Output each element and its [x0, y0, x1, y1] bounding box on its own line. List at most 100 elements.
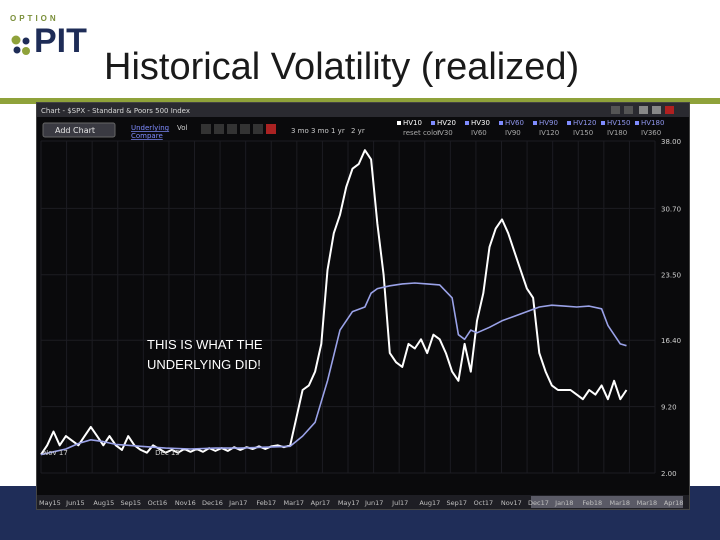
period-option[interactable]: 1 yr — [331, 127, 345, 135]
vol-link[interactable]: Vol — [177, 124, 188, 132]
draw-line-icon[interactable] — [227, 124, 237, 134]
hv-option[interactable]: HV10 — [403, 119, 422, 127]
y-axis: 38.00 30.70 23.50 16.40 9.20 2.00 — [661, 138, 681, 478]
timeline-scrollbar[interactable] — [37, 495, 689, 509]
iv-option[interactable]: IV90 — [505, 129, 521, 137]
annotation-line-2: UNDERLYING DID! — [147, 357, 261, 372]
hv-option-swatch — [499, 121, 503, 125]
timeline-label: Mar18 — [610, 499, 631, 507]
iv-option[interactable]: IV60 — [471, 129, 487, 137]
toolbar-tool-icons — [201, 124, 276, 134]
hv-option[interactable]: HV150 — [607, 119, 630, 127]
period-option[interactable]: 2 yr — [351, 127, 365, 135]
cursor-tool-icon[interactable] — [201, 124, 211, 134]
hv-option[interactable]: HV20 — [437, 119, 456, 127]
page-title: Historical Volatility (realized) — [104, 46, 580, 88]
add-chart-label: Add Chart — [55, 126, 95, 135]
hv-option[interactable]: HV90 — [539, 119, 558, 127]
timeline-label: Aug15 — [93, 499, 114, 507]
logo-dots-icon — [11, 35, 30, 55]
y-tick-label: 2.00 — [661, 470, 677, 478]
iv-option[interactable]: IV120 — [539, 129, 559, 137]
hline-tool-icon[interactable] — [253, 124, 263, 134]
timeline-label: Dec17 — [528, 499, 549, 507]
window-title-bar — [37, 103, 689, 117]
maximize-icon[interactable] — [652, 106, 661, 114]
hv-option[interactable]: HV60 — [505, 119, 524, 127]
window-title: Chart - $SPX - Standard & Poors 500 Inde… — [41, 107, 190, 115]
camera-icon[interactable] — [611, 106, 620, 114]
timeline-label: Sep15 — [121, 499, 142, 507]
timeline-label: Aug17 — [419, 499, 440, 507]
y-tick-label: 23.50 — [661, 272, 681, 280]
timeline-label: Feb17 — [256, 499, 276, 507]
timeline-label: Apr18 — [664, 499, 684, 507]
timeline-label: Sep17 — [447, 499, 468, 507]
iv-option[interactable]: IV180 — [607, 129, 627, 137]
minimize-icon[interactable] — [639, 106, 648, 114]
logo-main-text: PIT — [34, 22, 87, 60]
iv-option[interactable]: IV360 — [641, 129, 661, 137]
timeline-label: Mar17 — [284, 499, 305, 507]
trend-line-icon[interactable] — [240, 124, 250, 134]
timeline-scroll-thumb[interactable] — [531, 496, 683, 508]
zoom-tool-icon[interactable] — [214, 124, 224, 134]
annotation: THIS IS WHAT THE UNDERLYING DID! — [147, 335, 317, 375]
volatility-chart: Chart - $SPX - Standard & Poors 500 Inde… — [37, 103, 689, 509]
plot-area — [40, 140, 656, 474]
y-tick-label: 16.40 — [661, 337, 681, 345]
x-tick-label: Nov 17 — [43, 449, 68, 457]
series-line — [40, 282, 627, 456]
timeline-label: Nov17 — [501, 499, 522, 507]
timeline-label: Oct17 — [474, 499, 494, 507]
y-tick-label: 30.70 — [661, 205, 681, 213]
timeline-label: May17 — [338, 499, 360, 507]
delete-tool-icon[interactable] — [266, 124, 276, 134]
iv-option[interactable]: reset color — [403, 129, 440, 137]
hv-selector: HV10 HV20 HV30 HV60 HV90 HV120 HV150 HV180 reset… — [397, 119, 664, 137]
timeline-label: Dec16 — [202, 499, 223, 507]
timeline-label: Feb18 — [582, 499, 602, 507]
hv-option-swatch — [533, 121, 537, 125]
x-tick-label: Dec 15 — [155, 449, 180, 457]
window-controls — [611, 106, 674, 114]
iv-option[interactable]: IV150 — [573, 129, 593, 137]
underlying-link[interactable]: Underlying — [131, 124, 169, 132]
hv-option-swatch — [635, 121, 639, 125]
period-option[interactable]: 3 mo — [311, 127, 329, 135]
close-icon[interactable] — [665, 106, 674, 114]
period-selector: 3 mo 3 mo 1 yr 2 yr — [291, 127, 365, 135]
compare-link[interactable]: Compare — [131, 132, 163, 140]
timeline-label: Nov16 — [175, 499, 196, 507]
x-axis-upper: Nov 17 Dec 15 — [43, 449, 180, 457]
hv-option-swatch — [601, 121, 605, 125]
hv-option-swatch — [431, 121, 435, 125]
hv-option[interactable]: HV30 — [471, 119, 490, 127]
hv-option-swatch — [397, 121, 401, 125]
accent-bar — [0, 98, 720, 104]
timeline-label: May15 — [39, 499, 61, 507]
timeline-label: Jul17 — [391, 499, 408, 507]
timeline-label: Mar18 — [637, 499, 658, 507]
hv-option-swatch — [465, 121, 469, 125]
option-pit-logo: OPTION PIT — [8, 14, 108, 60]
x-axis-lower: May15 Jun15 Aug15 Sep15 Oct16 Nov16 Dec16 Jan17… — [37, 495, 689, 509]
add-chart-button[interactable] — [42, 122, 116, 138]
timeline-label: Jun17 — [364, 499, 383, 507]
timeline-label: Jan18 — [554, 499, 573, 507]
timeline-label: Jan17 — [228, 499, 247, 507]
hv-option-swatch — [567, 121, 571, 125]
series-line — [40, 149, 628, 456]
period-option[interactable]: 3 mo — [291, 127, 309, 135]
wrench-icon[interactable] — [624, 106, 633, 114]
hv-option[interactable]: HV180 — [641, 119, 664, 127]
y-tick-label: 38.00 — [661, 138, 681, 146]
timeline-label: Jun15 — [65, 499, 84, 507]
logo-top-text: OPTION — [10, 14, 59, 23]
timeline-label: Oct16 — [148, 499, 168, 507]
iv-option[interactable]: IV30 — [437, 129, 453, 137]
timeline-label: Apr17 — [311, 499, 331, 507]
hv-option[interactable]: HV120 — [573, 119, 596, 127]
annotation-line-1: THIS IS WHAT THE — [147, 337, 263, 352]
